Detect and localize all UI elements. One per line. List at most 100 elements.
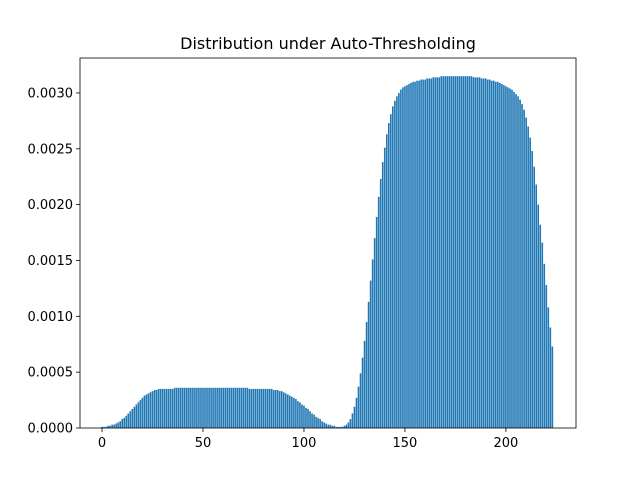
bar bbox=[278, 391, 281, 428]
bar bbox=[256, 388, 259, 428]
bar bbox=[470, 76, 473, 429]
bar bbox=[175, 387, 178, 428]
bar bbox=[446, 76, 449, 429]
bar bbox=[472, 77, 475, 428]
bar bbox=[167, 388, 170, 428]
bar bbox=[484, 78, 487, 428]
bar bbox=[125, 415, 128, 428]
bar bbox=[492, 80, 495, 428]
bar bbox=[133, 406, 136, 428]
bar bbox=[543, 263, 546, 428]
bar bbox=[517, 96, 519, 428]
bar bbox=[145, 394, 148, 428]
bar bbox=[529, 137, 531, 429]
y-tick-label: 0.0015 bbox=[28, 254, 74, 269]
bar bbox=[497, 81, 499, 428]
bar bbox=[208, 387, 210, 428]
bar bbox=[188, 387, 190, 428]
bar bbox=[228, 387, 231, 428]
bar bbox=[450, 76, 453, 429]
bar bbox=[511, 89, 513, 428]
bar bbox=[272, 390, 275, 428]
bar bbox=[268, 388, 271, 428]
bar bbox=[448, 76, 451, 429]
bar bbox=[507, 87, 509, 429]
bar bbox=[127, 413, 130, 428]
bar bbox=[343, 425, 346, 428]
bar bbox=[179, 387, 182, 428]
bar bbox=[181, 387, 184, 428]
bar bbox=[537, 204, 540, 428]
bar bbox=[468, 76, 471, 429]
bar bbox=[410, 82, 412, 429]
bar bbox=[218, 387, 220, 428]
bar bbox=[345, 424, 348, 428]
bar bbox=[394, 100, 396, 428]
bar bbox=[139, 400, 142, 428]
bar bbox=[244, 387, 247, 428]
bar bbox=[210, 387, 212, 428]
bar bbox=[349, 419, 352, 428]
bar bbox=[426, 78, 428, 428]
bar bbox=[375, 216, 378, 428]
bar bbox=[297, 401, 299, 428]
bar bbox=[371, 259, 374, 428]
bar bbox=[402, 87, 404, 429]
y-tick-label: 0.0010 bbox=[28, 310, 74, 325]
bar bbox=[347, 422, 350, 428]
bar bbox=[501, 84, 503, 429]
x-tick-label: 200 bbox=[494, 436, 519, 451]
bar bbox=[523, 109, 525, 428]
bar bbox=[381, 162, 384, 428]
bar bbox=[109, 425, 111, 428]
bar bbox=[406, 85, 408, 428]
bar bbox=[438, 77, 441, 428]
bar bbox=[337, 426, 340, 428]
bar bbox=[220, 387, 222, 428]
bar bbox=[238, 387, 241, 428]
bar bbox=[329, 424, 332, 428]
bar bbox=[377, 196, 380, 428]
bar bbox=[359, 373, 362, 428]
bar bbox=[480, 78, 483, 428]
bar bbox=[499, 82, 501, 429]
bar bbox=[351, 413, 354, 428]
bar bbox=[424, 79, 426, 429]
bar bbox=[299, 402, 301, 428]
y-tick-label: 0.0025 bbox=[28, 142, 74, 157]
bar bbox=[458, 76, 461, 429]
chart-title: Distribution under Auto-Thresholding bbox=[180, 34, 476, 53]
bar bbox=[309, 411, 311, 428]
bar bbox=[357, 386, 360, 428]
bar bbox=[232, 387, 235, 428]
bar bbox=[113, 424, 115, 428]
bar bbox=[240, 387, 243, 428]
bar bbox=[373, 238, 376, 428]
bar bbox=[295, 398, 297, 428]
bar bbox=[535, 184, 538, 428]
bar bbox=[434, 77, 437, 428]
bar bbox=[476, 77, 479, 428]
bar bbox=[547, 307, 550, 428]
bar bbox=[339, 426, 342, 428]
bar bbox=[163, 388, 166, 428]
bar bbox=[525, 117, 527, 428]
bar bbox=[194, 387, 196, 428]
bar bbox=[135, 404, 138, 428]
bar bbox=[311, 413, 313, 428]
bar bbox=[515, 94, 517, 428]
bar bbox=[260, 388, 263, 428]
bar bbox=[129, 411, 132, 428]
bar bbox=[400, 89, 402, 428]
x-tick-label: 150 bbox=[393, 436, 418, 451]
bar bbox=[486, 79, 489, 429]
bar bbox=[398, 92, 400, 428]
bar bbox=[317, 417, 319, 428]
bar bbox=[305, 407, 307, 428]
bar bbox=[390, 114, 392, 429]
bar bbox=[119, 421, 121, 428]
bar bbox=[105, 426, 107, 428]
bar bbox=[495, 81, 497, 428]
bar bbox=[246, 387, 249, 428]
bar bbox=[131, 409, 134, 428]
